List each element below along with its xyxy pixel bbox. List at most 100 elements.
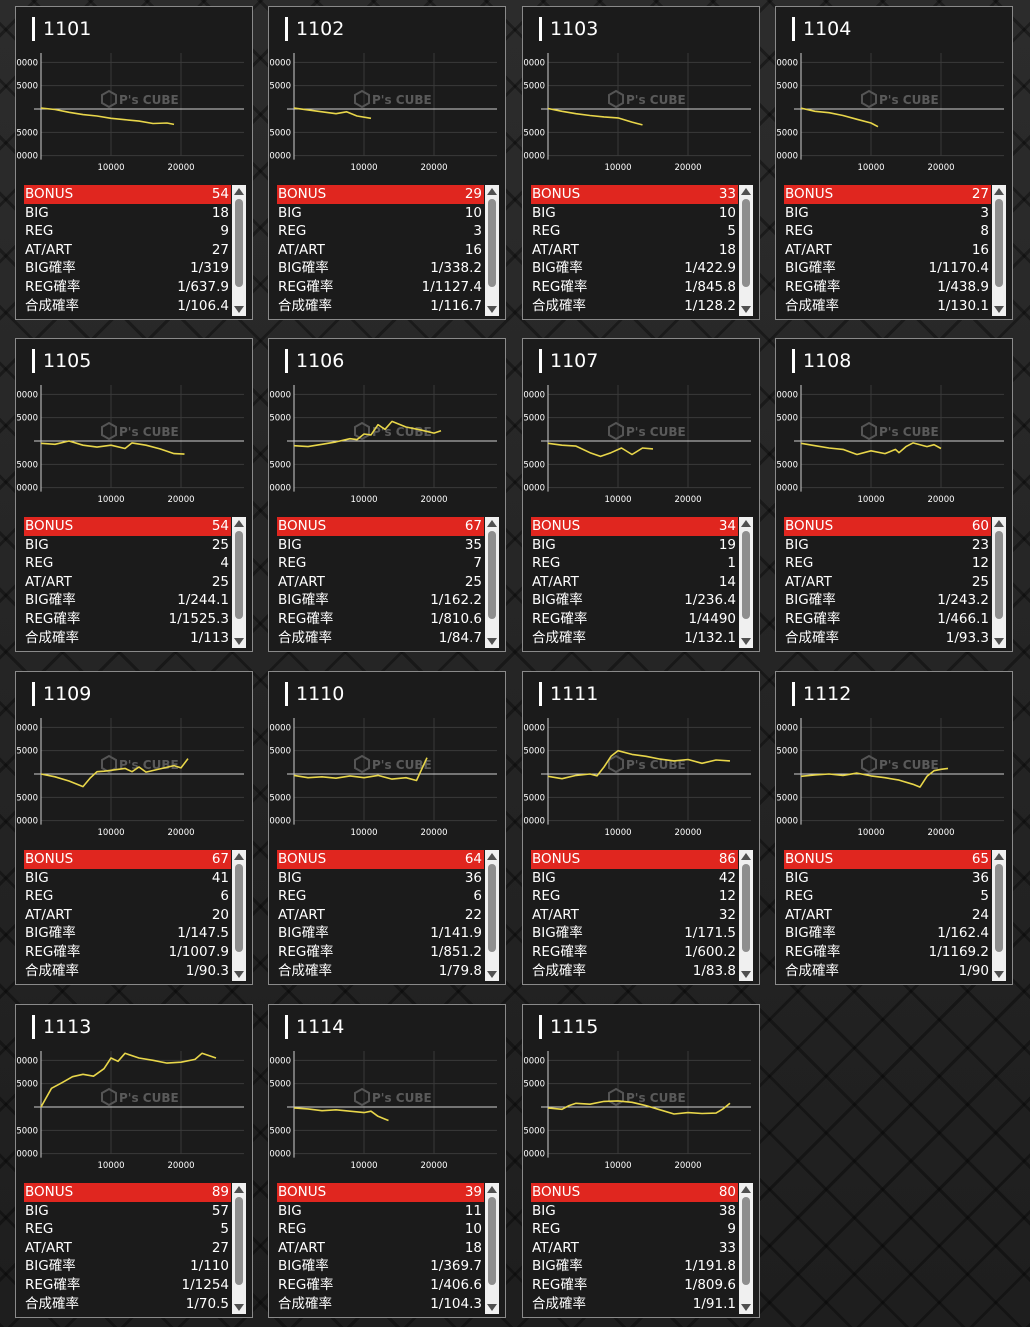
machine-card-1107[interactable]: 1107 10000 5000 -5000 -10000 10000 20000 P's C… <box>522 338 760 652</box>
stats-scrollbar[interactable] <box>739 850 753 981</box>
scroll-up-arrow-icon[interactable] <box>487 188 497 195</box>
scroll-up-arrow-icon[interactable] <box>994 853 1004 860</box>
scroll-up-arrow-icon[interactable] <box>994 520 1004 527</box>
scroll-up-arrow-icon[interactable] <box>234 1186 244 1193</box>
scroll-down-arrow-icon[interactable] <box>741 971 751 978</box>
scroll-up-arrow-icon[interactable] <box>741 520 751 527</box>
scroll-thumb[interactable] <box>742 1197 750 1285</box>
x-tick-label: 20000 <box>420 1161 447 1171</box>
stats-scrollbar[interactable] <box>485 850 499 981</box>
stat-row-big-rate: BIG確率 1/422.9 <box>531 259 738 278</box>
stat-label: REG <box>278 555 307 572</box>
scroll-thumb[interactable] <box>488 531 496 619</box>
stats-scrollbar[interactable] <box>232 1183 246 1314</box>
scroll-down-arrow-icon[interactable] <box>994 971 1004 978</box>
stats-scrollbar[interactable] <box>992 517 1006 648</box>
stat-row-big: BIG 57 <box>24 1202 231 1221</box>
scroll-up-arrow-icon[interactable] <box>487 520 497 527</box>
stat-label: REG <box>278 888 307 905</box>
x-tick-label: 10000 <box>97 828 124 838</box>
scroll-up-arrow-icon[interactable] <box>487 1186 497 1193</box>
stats-scrollbar[interactable] <box>739 1183 753 1314</box>
machine-card-1105[interactable]: 1105 10000 5000 -5000 -10000 10000 20000 P's C… <box>15 338 253 652</box>
stats-scrollbar[interactable] <box>992 185 1006 316</box>
machine-card-1110[interactable]: 1110 10000 5000 -5000 -10000 10000 20000 P's C… <box>268 671 506 985</box>
stat-label: BONUS <box>278 186 327 202</box>
y-tick-label: -5000 <box>16 460 38 470</box>
y-tick-label: 5000 <box>523 414 545 424</box>
machine-card-1112[interactable]: 1112 10000 5000 -5000 -10000 10000 20000 P's C… <box>775 671 1013 985</box>
scroll-thumb[interactable] <box>995 531 1003 619</box>
scroll-down-arrow-icon[interactable] <box>487 638 497 645</box>
stat-row-big: BIG 41 <box>24 869 231 888</box>
scroll-thumb[interactable] <box>235 1197 243 1285</box>
scroll-down-arrow-icon[interactable] <box>487 306 497 313</box>
stats-scrollbar[interactable] <box>232 185 246 316</box>
scroll-up-arrow-icon[interactable] <box>741 1186 751 1193</box>
scroll-down-arrow-icon[interactable] <box>741 306 751 313</box>
stat-label: REG確率 <box>278 943 334 960</box>
machine-card-1113[interactable]: 1113 10000 5000 -5000 -10000 10000 20000 P's C… <box>15 1004 253 1318</box>
stats-scrollbar[interactable] <box>739 185 753 316</box>
scroll-down-arrow-icon[interactable] <box>234 1304 244 1311</box>
scroll-down-arrow-icon[interactable] <box>741 1304 751 1311</box>
stat-label: BIG <box>278 1202 302 1219</box>
scroll-down-arrow-icon[interactable] <box>994 638 1004 645</box>
scroll-thumb[interactable] <box>742 199 750 287</box>
scroll-thumb[interactable] <box>995 199 1003 287</box>
scroll-down-arrow-icon[interactable] <box>234 306 244 313</box>
stats-table: BONUS 54 BIG 18 REG 9 AT/ART 27 BIG確率 1/319 R… <box>24 185 231 315</box>
stat-label: BONUS <box>25 186 74 202</box>
stats-scrollbar[interactable] <box>232 850 246 981</box>
machine-card-1102[interactable]: 1102 10000 5000 -5000 -10000 10000 20000 P's C… <box>268 6 506 320</box>
y-tick-label: -10000 <box>523 1150 545 1160</box>
machine-card-1114[interactable]: 1114 10000 5000 -5000 -10000 10000 20000 P's C… <box>268 1004 506 1318</box>
stats-scrollbar[interactable] <box>485 1183 499 1314</box>
scroll-thumb[interactable] <box>488 864 496 952</box>
scroll-up-arrow-icon[interactable] <box>234 520 244 527</box>
stat-value: 6 <box>473 888 482 905</box>
scroll-thumb[interactable] <box>995 864 1003 952</box>
scroll-thumb[interactable] <box>742 531 750 619</box>
machine-card-1104[interactable]: 1104 10000 5000 -5000 -10000 10000 20000 P's C… <box>775 6 1013 320</box>
scroll-up-arrow-icon[interactable] <box>994 188 1004 195</box>
stats-scrollbar[interactable] <box>739 517 753 648</box>
stats-scrollbar[interactable] <box>232 517 246 648</box>
machine-card-1115[interactable]: 1115 10000 5000 -5000 -10000 10000 20000 P's C… <box>522 1004 760 1318</box>
scroll-down-arrow-icon[interactable] <box>487 971 497 978</box>
machine-card-1108[interactable]: 1108 10000 5000 -5000 -10000 10000 20000 P's C… <box>775 338 1013 652</box>
scroll-thumb[interactable] <box>235 531 243 619</box>
stat-row-atart: AT/ART 25 <box>24 573 231 592</box>
machine-card-1101[interactable]: 1101 10000 5000 -5000 -10000 10000 20000 P's C… <box>15 6 253 320</box>
machine-card-1111[interactable]: 1111 10000 5000 -5000 -10000 10000 20000 P's C… <box>522 671 760 985</box>
stat-value: 36 <box>464 869 482 886</box>
scroll-thumb[interactable] <box>488 199 496 287</box>
stats-scrollbar[interactable] <box>485 517 499 648</box>
stats-scrollbar[interactable] <box>992 850 1006 981</box>
scroll-down-arrow-icon[interactable] <box>487 1304 497 1311</box>
scroll-up-arrow-icon[interactable] <box>487 853 497 860</box>
stat-value: 22 <box>464 906 482 923</box>
scroll-up-arrow-icon[interactable] <box>741 188 751 195</box>
stat-row-big: BIG 23 <box>784 536 991 555</box>
stat-value: 34 <box>718 518 736 534</box>
scroll-thumb[interactable] <box>488 1197 496 1285</box>
stat-label: BONUS <box>278 518 327 534</box>
machine-card-1103[interactable]: 1103 10000 5000 -5000 -10000 10000 20000 P's C… <box>522 6 760 320</box>
scroll-down-arrow-icon[interactable] <box>234 638 244 645</box>
stat-label: BONUS <box>532 186 581 202</box>
scroll-thumb[interactable] <box>742 864 750 952</box>
scroll-thumb[interactable] <box>235 199 243 287</box>
scroll-thumb[interactable] <box>235 864 243 952</box>
stats-scrollbar[interactable] <box>485 185 499 316</box>
scroll-up-arrow-icon[interactable] <box>741 853 751 860</box>
scroll-up-arrow-icon[interactable] <box>234 853 244 860</box>
scroll-down-arrow-icon[interactable] <box>234 971 244 978</box>
scroll-up-arrow-icon[interactable] <box>234 188 244 195</box>
payout-line <box>293 420 442 448</box>
scroll-down-arrow-icon[interactable] <box>994 306 1004 313</box>
scroll-down-arrow-icon[interactable] <box>741 638 751 645</box>
